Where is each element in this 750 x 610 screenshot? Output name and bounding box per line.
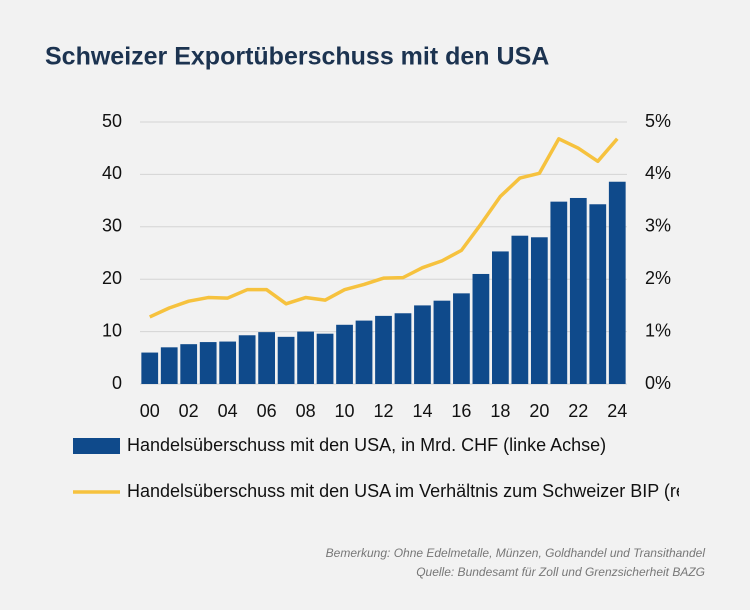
bar bbox=[355, 320, 373, 384]
bar bbox=[180, 344, 198, 384]
x-tick-label: 14 bbox=[412, 401, 432, 421]
chart-title: Schweizer Exportüberschuss mit den USA bbox=[45, 43, 549, 71]
x-tick-label: 00 bbox=[140, 401, 160, 421]
bar bbox=[492, 251, 509, 384]
bar bbox=[375, 315, 392, 384]
bar bbox=[414, 305, 431, 384]
x-tick-label: 06 bbox=[257, 401, 277, 421]
bar bbox=[160, 347, 178, 384]
y2-tick-label: 0% bbox=[645, 373, 671, 393]
bar bbox=[453, 293, 470, 384]
x-tick-label: 18 bbox=[490, 401, 510, 421]
bar bbox=[394, 313, 412, 384]
bar bbox=[316, 333, 334, 384]
bar bbox=[608, 181, 626, 384]
y-tick-label: 30 bbox=[102, 216, 122, 236]
bar bbox=[336, 324, 353, 384]
note: Bemerkung: Ohne Edelmetalle, Münzen, Gol… bbox=[326, 546, 706, 560]
bar bbox=[219, 341, 237, 384]
bar bbox=[530, 237, 548, 384]
bar bbox=[472, 273, 490, 384]
x-tick-label: 20 bbox=[529, 401, 549, 421]
legend: Handelsüberschuss mit den USA, in Mrd. C… bbox=[73, 435, 750, 501]
x-tick-label: 10 bbox=[335, 401, 355, 421]
bar bbox=[141, 352, 159, 384]
x-tick-label: 04 bbox=[218, 401, 238, 421]
bar bbox=[277, 336, 295, 384]
x-tick-label: 24 bbox=[607, 401, 627, 421]
bar bbox=[511, 235, 529, 384]
bar bbox=[297, 331, 314, 384]
y-tick-label: 40 bbox=[102, 163, 122, 183]
legend-line: Handelsüberschuss mit den USA im Verhält… bbox=[127, 481, 750, 501]
y-tick-label: 50 bbox=[102, 111, 122, 131]
bar bbox=[589, 204, 607, 384]
line bbox=[149, 137, 619, 319]
source: Quelle: Bundesamt für Zoll und Grenzsich… bbox=[416, 565, 705, 579]
legend-label: Handelsüberschuss mit den USA, in Mrd. C… bbox=[127, 435, 606, 455]
x-tick-label: 08 bbox=[296, 401, 316, 421]
bar bbox=[238, 335, 256, 384]
y-tick-label: 10 bbox=[102, 320, 122, 340]
y2-tick-label: 1% bbox=[645, 320, 671, 340]
y2-tick-label: 3% bbox=[645, 216, 671, 236]
legend-label: Handelsüberschuss mit den USA im Verhält… bbox=[127, 481, 750, 501]
bar bbox=[433, 300, 451, 384]
legend-swatch bbox=[73, 438, 120, 454]
x-tick-label: 12 bbox=[373, 401, 393, 421]
y2-tick-label: 5% bbox=[645, 111, 671, 131]
bar bbox=[199, 342, 217, 384]
bar bbox=[550, 201, 568, 384]
y-tick-label: 0 bbox=[112, 373, 122, 393]
bar bbox=[258, 332, 275, 384]
bar bbox=[569, 197, 587, 384]
x-tick-label: 02 bbox=[179, 401, 199, 421]
y-tick-label: 20 bbox=[102, 268, 122, 288]
x-tick-label: 16 bbox=[451, 401, 471, 421]
y2-tick-label: 2% bbox=[645, 268, 671, 288]
y2-tick-label: 4% bbox=[645, 163, 671, 183]
x-tick-label: 22 bbox=[568, 401, 588, 421]
plot-area: 0 10 20 30 40 50 0% 1% 2% 3% 4% 5% 00 02 04 06 08 10 12 14 1… bbox=[102, 111, 671, 421]
